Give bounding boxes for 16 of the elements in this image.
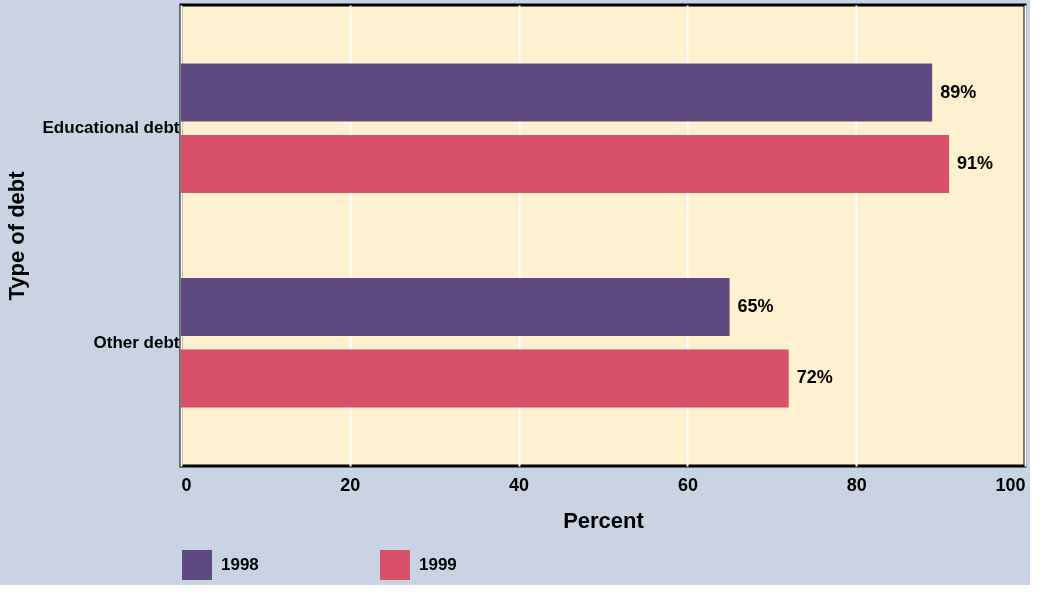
- x-tick-label: 0: [181, 474, 192, 495]
- data-label: 65%: [737, 295, 774, 316]
- x-tick-label: 80: [846, 474, 867, 495]
- y-tick-label: Other debt: [93, 332, 180, 352]
- x-tick-label: 60: [677, 474, 698, 495]
- legend-label: 1999: [419, 555, 457, 574]
- data-label: 72%: [796, 367, 833, 388]
- x-tick-label: 20: [340, 474, 361, 495]
- data-label: 91%: [957, 153, 994, 174]
- x-tick-label: 100: [995, 474, 1026, 495]
- data-label: 89%: [940, 81, 977, 102]
- y-axis-title: Type of debt: [3, 170, 29, 301]
- x-axis-title: Percent: [563, 507, 645, 533]
- x-tick-label: 40: [509, 474, 530, 495]
- y-tick-label: Educational debt: [42, 118, 180, 138]
- legend-label: 1998: [221, 555, 259, 574]
